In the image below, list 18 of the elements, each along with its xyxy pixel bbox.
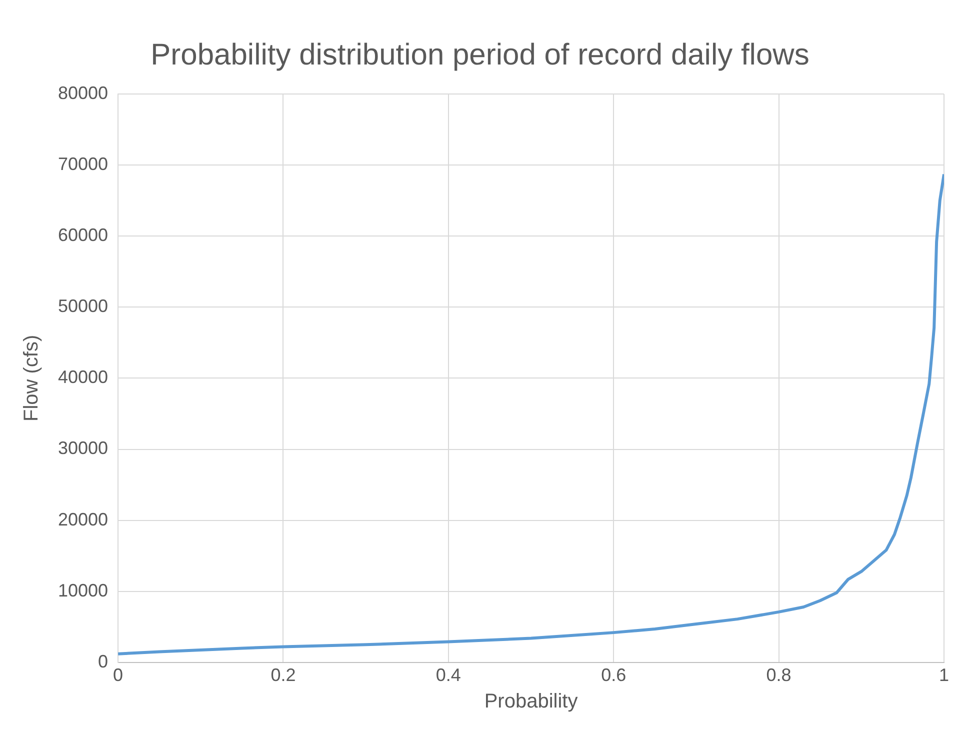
y-tick-label: 0	[98, 651, 108, 672]
x-axis-title: Probability	[484, 690, 578, 713]
y-tick-label: 40000	[58, 367, 108, 388]
y-tick-label: 60000	[58, 225, 108, 246]
y-tick-label: 50000	[58, 296, 108, 316]
y-tick-label: 70000	[58, 154, 108, 174]
x-tick-label: 0.2	[270, 665, 296, 686]
y-tick-label: 20000	[58, 509, 108, 530]
chart-title: Probability distribution period of record daily flows	[150, 38, 810, 72]
y-axis-title: Flow (cfs)	[20, 334, 43, 422]
x-tick-label: 0.4	[436, 665, 461, 686]
y-tick-label: 80000	[58, 82, 108, 103]
y-tick-label: 30000	[58, 438, 108, 458]
x-tick-label: 0	[113, 665, 124, 686]
x-tick-label: 0.8	[766, 665, 792, 686]
x-tick-label: 0.6	[601, 665, 626, 686]
x-tick-label: 1	[938, 665, 950, 686]
y-tick-label: 10000	[58, 580, 108, 600]
